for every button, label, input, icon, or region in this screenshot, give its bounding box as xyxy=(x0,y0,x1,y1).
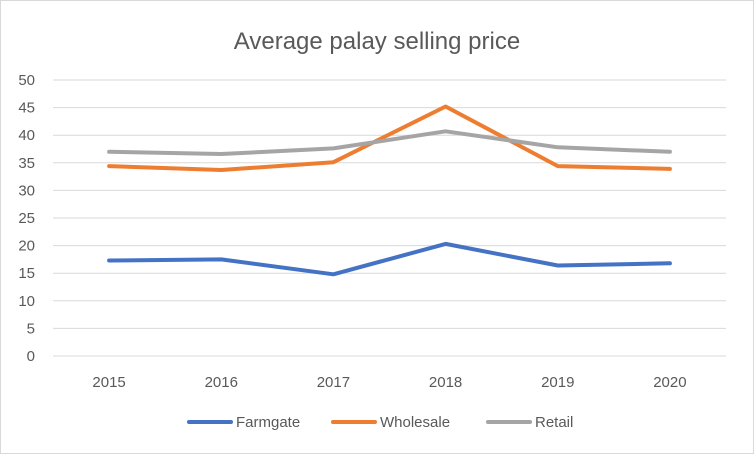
series-line-retail xyxy=(107,129,672,156)
x-tick-label: 2018 xyxy=(429,374,462,391)
x-tick-label: 2016 xyxy=(205,374,238,391)
y-tick-label: 35 xyxy=(18,155,35,172)
y-tick-label: 0 xyxy=(27,348,35,365)
legend-label-farmgate: Farmgate xyxy=(236,414,300,431)
legend-label-wholesale: Wholesale xyxy=(380,414,450,431)
y-tick-label: 25 xyxy=(18,210,35,227)
x-tick-label: 2015 xyxy=(92,374,125,391)
gridlines xyxy=(53,79,726,357)
x-axis-ticks: 2015 2016 2017 2018 2019 2020 xyxy=(92,374,686,391)
y-tick-label: 15 xyxy=(18,265,35,282)
chart-title: Average palay selling price xyxy=(234,28,520,55)
y-axis-ticks: 0 5 10 15 20 25 30 35 40 45 50 xyxy=(18,72,35,365)
y-tick-label: 45 xyxy=(18,100,35,117)
series-line-wholesale xyxy=(107,104,672,172)
y-tick-label: 40 xyxy=(18,127,35,144)
legend: Farmgate Wholesale Retail xyxy=(187,414,573,431)
y-tick-label: 30 xyxy=(18,182,35,199)
y-tick-label: 5 xyxy=(27,320,35,337)
y-tick-label: 50 xyxy=(18,72,35,89)
legend-label-retail: Retail xyxy=(535,414,573,431)
y-tick-label: 10 xyxy=(18,293,35,310)
x-tick-label: 2017 xyxy=(317,374,350,391)
x-tick-label: 2019 xyxy=(541,374,574,391)
series-lines xyxy=(107,104,672,277)
series-line-farmgate xyxy=(107,241,672,277)
y-tick-label: 20 xyxy=(18,238,35,255)
x-tick-label: 2020 xyxy=(653,374,686,391)
